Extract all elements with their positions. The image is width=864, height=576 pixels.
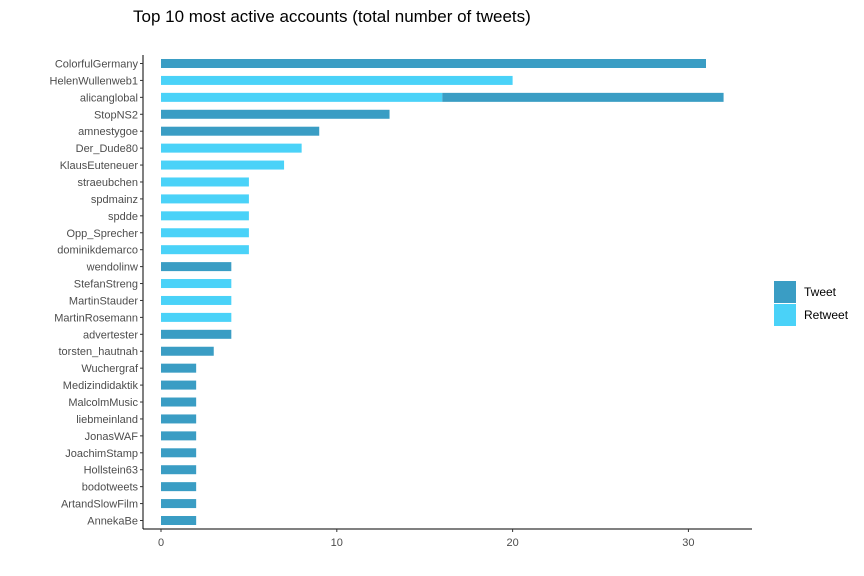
bar-tweet xyxy=(161,380,197,390)
y-tick-label: bodotweets xyxy=(82,482,139,494)
bar-retweet xyxy=(161,295,232,305)
bar-tweet xyxy=(161,431,197,441)
y-tick-label: Opp_Sprecher xyxy=(66,228,138,240)
bar-retweet xyxy=(161,211,249,221)
x-tick-label: 20 xyxy=(506,537,518,549)
bar-retweet xyxy=(161,194,249,204)
y-tick-label: wendolinw xyxy=(86,262,138,274)
bar-tweet xyxy=(161,329,232,339)
y-tick-label: MartinStauder xyxy=(69,295,138,307)
legend-key-tweet xyxy=(774,281,796,303)
bar-retweet xyxy=(161,245,249,255)
bar-tweet xyxy=(161,59,706,68)
bar-retweet xyxy=(161,177,249,187)
bar-tweet xyxy=(161,346,214,356)
y-tick-label: ColorfulGermany xyxy=(55,59,139,71)
chart-title: Top 10 most active accounts (total numbe… xyxy=(133,7,531,26)
bar-tweet xyxy=(161,414,197,424)
y-tick-label: advertester xyxy=(83,329,138,341)
bar-retweet xyxy=(161,75,513,85)
bar-tweet xyxy=(161,109,390,119)
bar-tweet xyxy=(161,499,197,509)
y-tick-label: Der_Dude80 xyxy=(76,143,138,155)
y-tick-label: liebmeinland xyxy=(76,414,138,426)
y-tick-label: ArtandSlowFilm xyxy=(61,499,138,511)
y-tick-label: spdmainz xyxy=(91,194,138,206)
legend-label-tweet: Tweet xyxy=(804,285,837,299)
bar-retweet xyxy=(161,312,232,322)
y-tick-label: KlausEuteneuer xyxy=(60,160,139,172)
y-tick-label: torsten_hautnah xyxy=(58,346,138,358)
y-tick-label: MartinRosemann xyxy=(54,312,138,324)
bar-tweet xyxy=(161,448,197,458)
bar-tweet xyxy=(161,397,197,407)
legend-label-retweet: Retweet xyxy=(804,308,849,322)
y-tick-label: Medizindidaktik xyxy=(63,380,139,392)
bar-tweet xyxy=(161,126,320,136)
bar-tweet xyxy=(161,262,232,272)
bar-retweet xyxy=(161,160,285,170)
bar-tweet xyxy=(161,516,197,525)
y-tick-label: Hollstein63 xyxy=(84,465,138,477)
y-tick-label: amnestygoe xyxy=(78,126,138,138)
y-tick-label: Wuchergraf xyxy=(81,363,139,375)
y-tick-label: JoachimStamp xyxy=(65,448,138,460)
legend-key-retweet xyxy=(774,304,796,326)
y-tick-label: HelenWullenweb1 xyxy=(50,75,138,87)
x-tick-label: 30 xyxy=(682,537,694,549)
x-tick-label: 10 xyxy=(331,537,343,549)
bar-tweet xyxy=(161,363,197,373)
bar-tweet xyxy=(161,465,197,475)
y-tick-label: MalcolmMusic xyxy=(68,397,138,409)
y-tick-label: spdde xyxy=(108,211,138,223)
bar-retweet xyxy=(161,228,249,238)
y-tick-label: dominikdemarco xyxy=(57,245,138,257)
y-tick-label: alicanglobal xyxy=(80,92,138,104)
bar-retweet xyxy=(161,143,302,153)
bar-retweet xyxy=(161,92,443,102)
y-tick-label: StopNS2 xyxy=(94,109,138,121)
y-tick-label: StefanStreng xyxy=(74,279,138,291)
bar-retweet xyxy=(161,279,232,289)
x-tick-label: 0 xyxy=(158,537,164,549)
bar-tweet xyxy=(161,482,197,492)
y-tick-label: straeubchen xyxy=(77,177,138,189)
y-tick-label: AnnekaBe xyxy=(87,516,138,528)
bar-tweet xyxy=(442,92,724,102)
y-tick-label: JonasWAF xyxy=(85,431,139,443)
